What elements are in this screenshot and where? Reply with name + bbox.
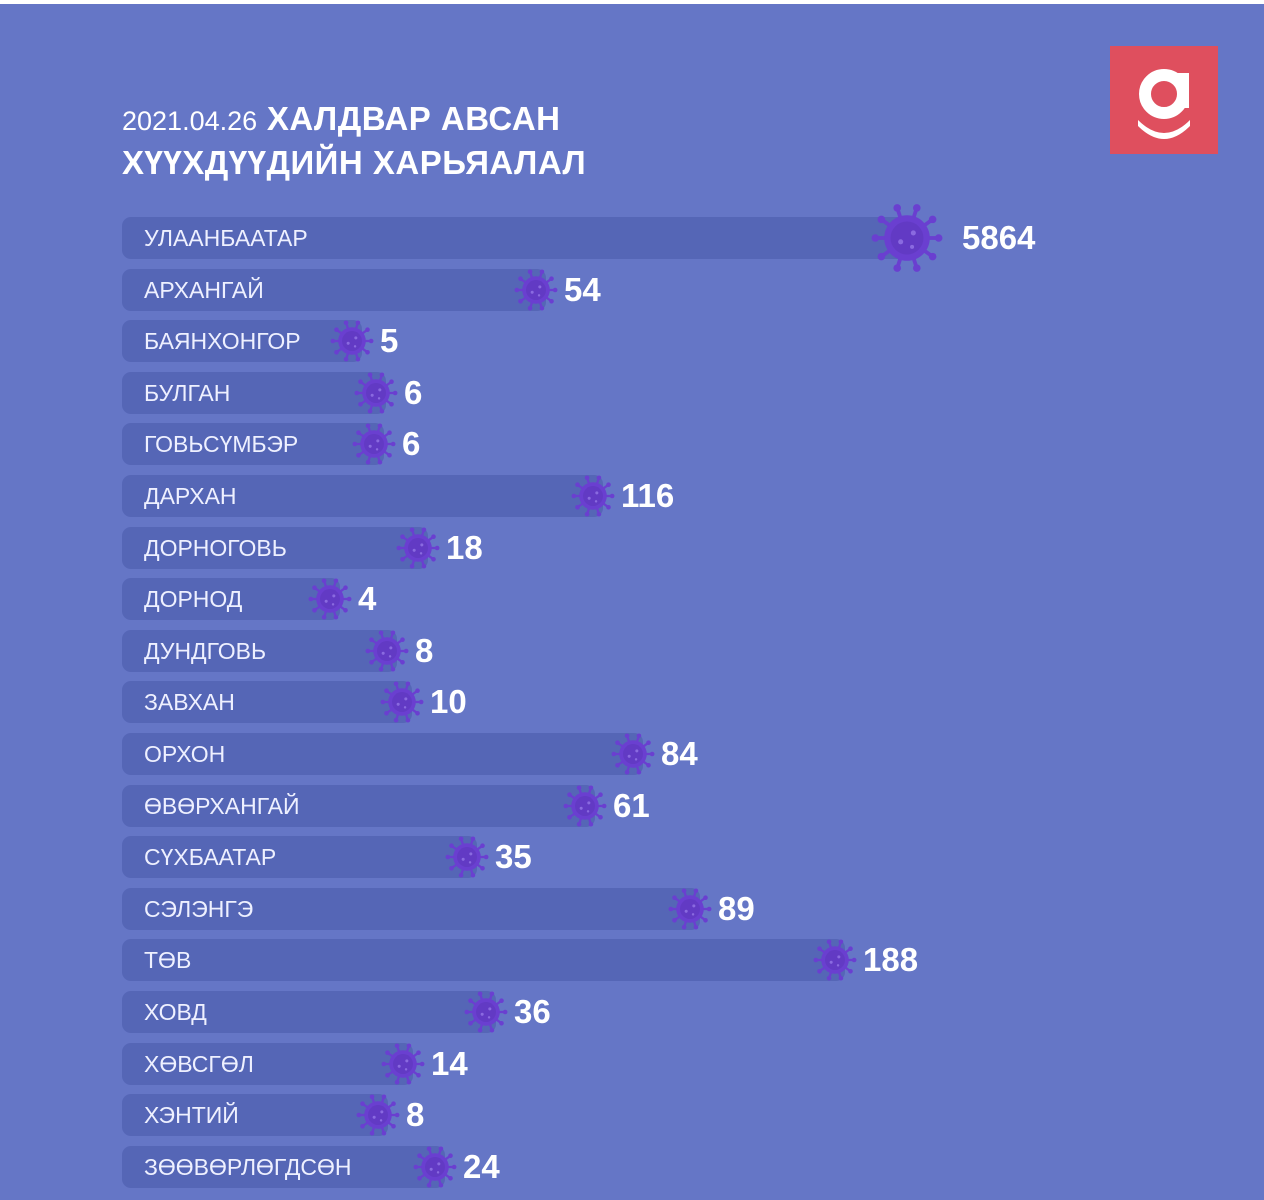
date-label: 2021.04.26	[122, 106, 258, 136]
bar	[122, 733, 643, 775]
virus-icon	[307, 576, 353, 622]
virus-icon	[667, 886, 713, 932]
bar	[122, 371, 386, 414]
virus-icon	[379, 679, 425, 725]
virus-icon	[513, 267, 559, 313]
virus-icon	[329, 318, 375, 364]
virus-icon	[444, 834, 490, 880]
category-label: СҮХБААТАР	[144, 844, 277, 871]
category-label: БУЛГАН	[144, 379, 231, 406]
category-label: ДАРХАН	[144, 483, 237, 509]
bar	[122, 475, 603, 517]
value-label: 8	[406, 1096, 425, 1134]
value-label: 4	[358, 580, 377, 618]
value-label: 54	[564, 270, 601, 308]
category-label: ХОВД	[144, 999, 207, 1025]
category-label: ГОВЬСҮМБЭР	[144, 431, 299, 458]
value-label: 6	[404, 373, 423, 411]
value-label: 35	[495, 838, 532, 876]
virus-icon	[380, 1041, 426, 1087]
bar	[122, 784, 595, 827]
category-label: ОРХОН	[144, 741, 226, 767]
category-label: УЛААНБААТАР	[144, 225, 308, 251]
category-label: ДОРНОГОВЬ	[144, 534, 287, 561]
value-label: 116	[621, 477, 675, 514]
value-label: 5	[380, 322, 399, 360]
value-label: 6	[402, 425, 421, 463]
bar	[122, 681, 412, 724]
value-label: 24	[463, 1147, 500, 1185]
value-label: 18	[446, 528, 483, 566]
logo-g-icon	[1138, 69, 1190, 139]
category-label: ХЭНТИЙ	[144, 1102, 239, 1129]
bar	[122, 1042, 413, 1085]
bar	[122, 526, 428, 569]
brand-logo	[1110, 46, 1218, 154]
value-label: 61	[613, 786, 650, 824]
bar	[122, 320, 362, 363]
virus-icon	[412, 1144, 458, 1190]
bar	[122, 887, 700, 930]
value-label: 84	[661, 735, 698, 772]
virus-icon	[610, 731, 656, 777]
virus-icon	[570, 473, 616, 519]
category-label: ЗӨӨВӨРЛӨГДСӨН	[144, 1153, 352, 1180]
value-label: 5864	[962, 219, 1036, 256]
value-label: 14	[431, 1044, 468, 1082]
category-label: ДОРНОД	[144, 586, 243, 613]
virus-icon	[353, 370, 399, 416]
value-label: 8	[415, 631, 434, 669]
bar	[122, 991, 496, 1033]
bar	[122, 629, 397, 672]
bar	[122, 1145, 445, 1188]
category-label: ХӨВСГӨЛ	[144, 1050, 254, 1077]
bar	[122, 836, 477, 879]
category-label: ДУНДГОВЬ	[144, 637, 267, 664]
category-label: ӨВӨРХАНГАЙ	[144, 792, 300, 819]
bar	[122, 217, 907, 259]
category-label: СЭЛЭНГЭ	[144, 895, 254, 922]
value-label: 89	[718, 889, 755, 927]
value-label: 10	[430, 683, 467, 721]
virus-icon	[463, 989, 509, 1035]
category-label: ЗАВХАН	[144, 689, 235, 716]
virus-icon	[562, 783, 608, 829]
bar	[122, 423, 384, 466]
virus-icon	[351, 421, 397, 467]
bar	[122, 268, 546, 311]
category-label: АРХАНГАЙ	[144, 276, 264, 303]
category-label: ТӨВ	[144, 947, 192, 974]
title-line-1: 2021.04.26 ХАЛДВАР АВСАН	[122, 100, 561, 138]
bar	[122, 1094, 388, 1137]
title-line-2: ХҮҮХДҮҮДИЙН ХАРЬЯАЛАЛ	[122, 144, 587, 181]
bar	[122, 578, 340, 621]
virus-icon	[364, 628, 410, 674]
bar	[122, 939, 845, 982]
infographic-canvas: 2021.04.26 ХАЛДВАР АВСАН ХҮҮХДҮҮДИЙН ХАР…	[0, 4, 1264, 1200]
value-label: 36	[514, 993, 551, 1030]
virus-icon	[812, 937, 858, 983]
value-label: 188	[863, 941, 919, 979]
title-text-1: ХАЛДВАР АВСАН	[266, 100, 561, 137]
virus-icon	[355, 1092, 401, 1138]
category-label: БАЯНХОНГОР	[144, 328, 301, 355]
virus-icon	[395, 525, 441, 571]
virus-icon	[869, 200, 945, 276]
